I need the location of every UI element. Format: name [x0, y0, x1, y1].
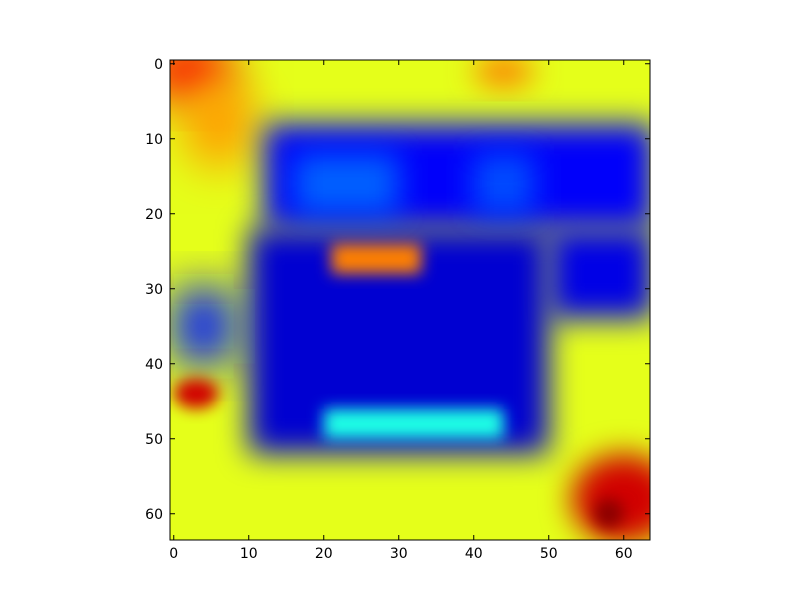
heatmap-region: [323, 408, 504, 439]
heatmap-region: [173, 288, 234, 364]
x-tick-label: 50: [540, 546, 558, 562]
heatmap-region: [293, 153, 399, 214]
x-tick-label: 60: [615, 546, 633, 562]
heatmap-region: [331, 243, 422, 274]
x-tick-label: 40: [465, 546, 483, 562]
heatmap-region: [571, 453, 650, 540]
x-tick-label: 30: [390, 546, 408, 562]
axis-ticks: [170, 60, 650, 540]
y-tick-label: 40: [145, 357, 163, 373]
heatmap-region: [593, 498, 624, 529]
heatmap-region: [181, 78, 257, 169]
y-tick-label: 60: [145, 507, 163, 523]
y-tick-label: 10: [145, 132, 163, 148]
heatmap-region: [473, 153, 534, 214]
heatmap-region: [473, 60, 534, 87]
x-axis-tick-labels: 0 10 20 30 40 50 60: [169, 546, 632, 562]
y-tick-label: 30: [145, 282, 163, 298]
heatmap-image: [170, 60, 650, 540]
y-tick-label: 50: [145, 432, 163, 448]
plot-frame: [169, 59, 651, 541]
x-tick-label: 20: [315, 546, 333, 562]
x-tick-label: 10: [240, 546, 258, 562]
y-tick-label: 0: [154, 57, 163, 73]
y-tick-label: 20: [145, 207, 163, 223]
heatmap-region: [548, 228, 650, 319]
y-axis-tick-labels: 0 10 20 30 40 50 60: [145, 57, 163, 523]
heatmap-region: [173, 378, 219, 409]
x-tick-label: 0: [169, 546, 178, 562]
